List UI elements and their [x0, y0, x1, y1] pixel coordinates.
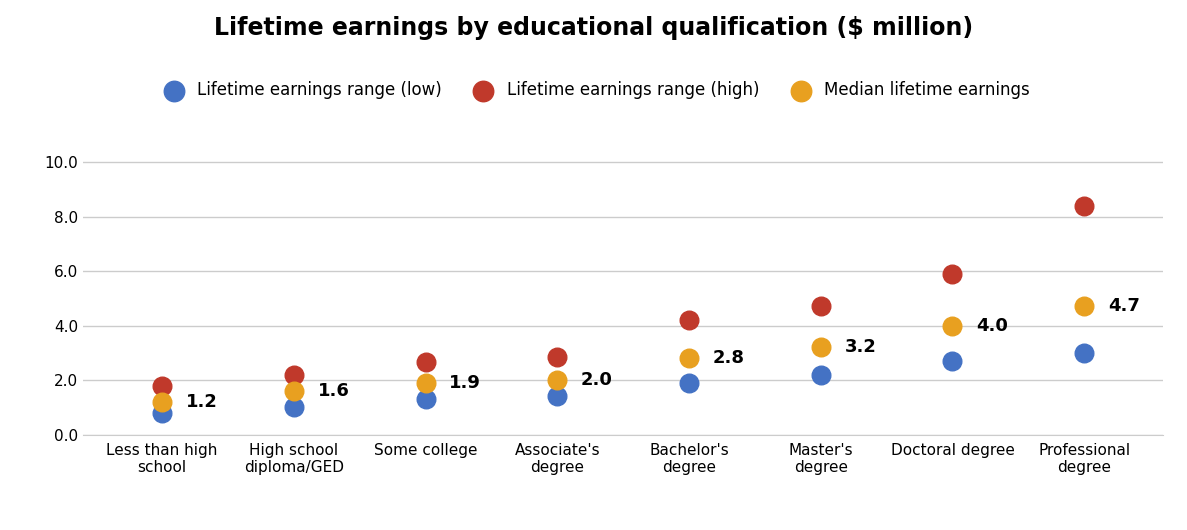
Text: 1.6: 1.6: [318, 382, 349, 400]
Text: 1.9: 1.9: [450, 374, 481, 392]
Text: Lifetime earnings by educational qualification ($ million): Lifetime earnings by educational qualifi…: [214, 16, 973, 40]
Lifetime earnings range (high): [285, 370, 304, 379]
Lifetime earnings range (high): [153, 381, 172, 390]
Lifetime earnings range (low): [548, 392, 567, 401]
Legend: Lifetime earnings range (low), Lifetime earnings range (high), Median lifetime e: Lifetime earnings range (low), Lifetime …: [151, 75, 1036, 106]
Lifetime earnings range (low): [153, 409, 172, 417]
Lifetime earnings range (high): [942, 270, 961, 278]
Median lifetime earnings: [811, 343, 830, 351]
Lifetime earnings range (high): [679, 316, 698, 324]
Text: 2.0: 2.0: [580, 371, 612, 389]
Median lifetime earnings: [548, 376, 567, 384]
Text: 3.2: 3.2: [844, 338, 876, 356]
Median lifetime earnings: [285, 387, 304, 395]
Text: 4.0: 4.0: [976, 316, 1008, 334]
Lifetime earnings range (low): [942, 357, 961, 365]
Lifetime earnings range (high): [548, 352, 567, 361]
Lifetime earnings range (low): [285, 403, 304, 412]
Lifetime earnings range (high): [1074, 201, 1093, 210]
Lifetime earnings range (low): [679, 378, 698, 387]
Median lifetime earnings: [1074, 302, 1093, 311]
Lifetime earnings range (low): [417, 395, 436, 403]
Lifetime earnings range (low): [1074, 349, 1093, 357]
Lifetime earnings range (low): [811, 370, 830, 379]
Text: 4.7: 4.7: [1107, 297, 1140, 315]
Median lifetime earnings: [153, 398, 172, 406]
Lifetime earnings range (high): [417, 358, 436, 367]
Text: 1.2: 1.2: [186, 393, 217, 411]
Median lifetime earnings: [942, 321, 961, 330]
Text: 2.8: 2.8: [712, 349, 744, 367]
Median lifetime earnings: [679, 354, 698, 363]
Median lifetime earnings: [417, 378, 436, 387]
Lifetime earnings range (high): [811, 302, 830, 311]
